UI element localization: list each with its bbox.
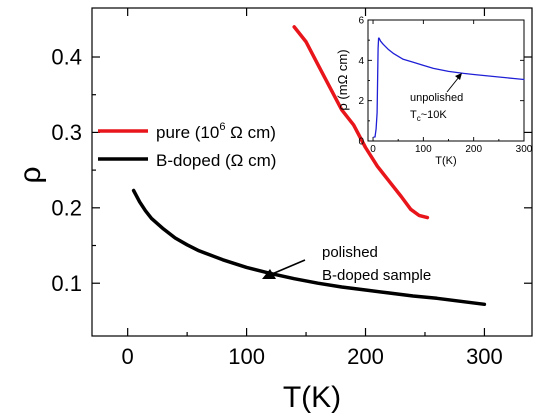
inset-y-tick-label: 4 bbox=[358, 56, 364, 67]
annotation-bdoped-sample: B-doped sample bbox=[322, 267, 431, 284]
inset-series-line-0 bbox=[373, 37, 525, 138]
inset-series-lines bbox=[373, 37, 525, 138]
inset-y-tick-label: 6 bbox=[358, 16, 364, 27]
annotation-tc-main: T bbox=[410, 109, 417, 121]
main-y-tick-label: 0.1 bbox=[51, 271, 82, 296]
inset-arrow-shaft bbox=[446, 76, 460, 93]
legend-label-pure: pure (106 Ω cm) bbox=[156, 121, 276, 142]
annotation-tc: Tc~10K bbox=[410, 109, 447, 123]
annotation-polished: polished bbox=[322, 244, 378, 261]
inset-x-tick-label: 200 bbox=[465, 144, 482, 155]
annotation-arrowhead bbox=[262, 269, 276, 279]
legend-pure-suffix: Ω cm) bbox=[225, 123, 275, 142]
main-y-axis-label: ρ bbox=[14, 166, 47, 183]
legend-label-bdoped: B-doped (Ω cm) bbox=[156, 151, 276, 170]
main-x-tick-label: 300 bbox=[466, 344, 503, 369]
inset-arrowhead bbox=[455, 73, 462, 80]
main-series-line-0 bbox=[292, 25, 430, 220]
inset-x-axis-label: T(K) bbox=[435, 155, 456, 167]
inset-background bbox=[368, 20, 524, 141]
legend-pure-prefix: pure (10 bbox=[156, 123, 219, 142]
main-x-tick-label: 200 bbox=[347, 344, 384, 369]
inset-y-tick-label: 0 bbox=[358, 137, 364, 148]
main-y-tick-label: 0.3 bbox=[51, 120, 82, 145]
main-series-line-1 bbox=[131, 188, 487, 307]
inset-y-axis-label: ρ (mΩ cm) bbox=[335, 49, 350, 110]
annotation-tc-sub: c bbox=[417, 114, 421, 123]
legend-pure-exponent: 6 bbox=[219, 121, 225, 133]
main-y-tick-label: 0.4 bbox=[51, 45, 82, 70]
annotation-tc-rest: ~10K bbox=[421, 109, 448, 121]
legend: pure (106 Ω cm) B-doped (Ω cm) bbox=[98, 121, 276, 170]
inset-x-tick-label: 100 bbox=[415, 144, 432, 155]
main-annotation: polished B-doped sample bbox=[262, 244, 431, 284]
inset-x-tick-label: 300 bbox=[516, 144, 533, 155]
inset-y-tick-label: 2 bbox=[358, 96, 364, 107]
inset-annotation: unpolished Tc~10K bbox=[410, 73, 463, 123]
annotation-arrow-shaft bbox=[271, 259, 306, 275]
main-plot-frame bbox=[91, 7, 533, 337]
main-series-lines bbox=[131, 25, 487, 307]
main-y-tick-label: 0.2 bbox=[51, 196, 82, 221]
inset-ticks: 0 100 200 300 0 2 4 6 bbox=[358, 16, 532, 156]
inset-x-tick-label: 0 bbox=[370, 144, 376, 155]
main-x-tick-label: 100 bbox=[228, 344, 265, 369]
main-x-tick-label: 0 bbox=[122, 344, 134, 369]
annotation-unpolished: unpolished bbox=[410, 92, 463, 104]
main-x-axis-label: T(K) bbox=[283, 381, 341, 414]
